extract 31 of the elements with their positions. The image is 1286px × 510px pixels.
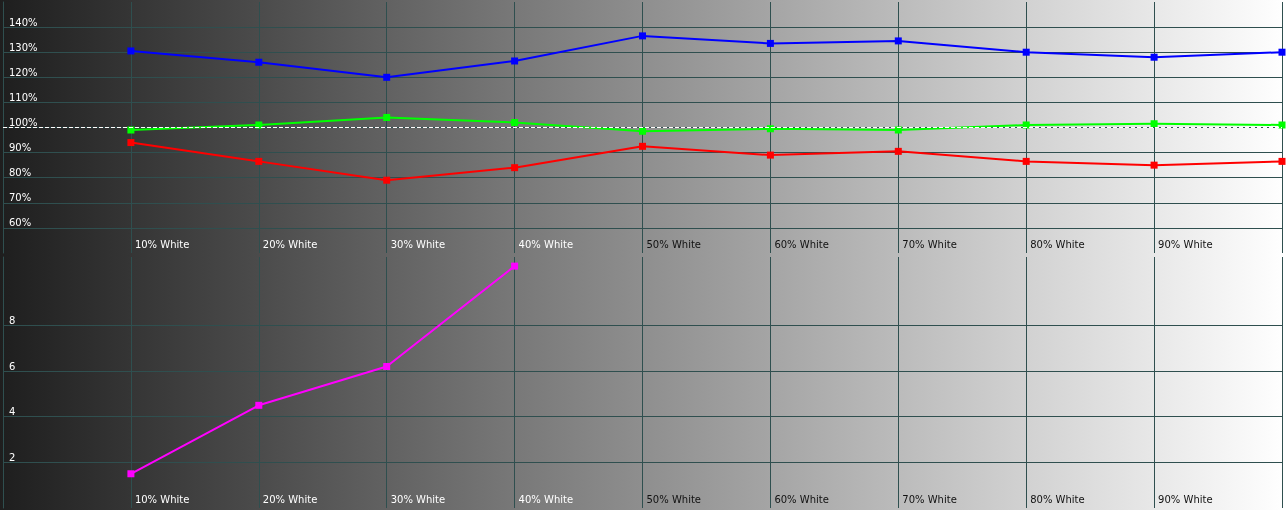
x-tick-label: 60% White	[774, 493, 829, 505]
y-tick-label: 80%	[9, 167, 32, 179]
y-tick-label: 70%	[9, 192, 32, 204]
x-tick-label: 80% White	[1030, 493, 1085, 505]
y-tick-label: 60%	[9, 217, 32, 229]
y-tick-label: 4	[9, 406, 16, 418]
y-tick-label: 120%	[9, 66, 38, 78]
x-tick-label: 40% White	[518, 238, 574, 250]
x-tick-label: 10% White	[134, 493, 190, 505]
y-tick-label: 140%	[9, 16, 38, 28]
y-tick-label: 110%	[9, 91, 38, 103]
y-tick-label: 8	[9, 314, 16, 326]
y-tick-label: 100%	[9, 117, 38, 128]
x-tick-label: 70% White	[902, 238, 957, 250]
x-tick-label: 10% White	[134, 238, 190, 250]
x-tick-label: 90% White	[1158, 238, 1213, 250]
y-tick-label: 2	[9, 451, 16, 463]
x-tick-label: 90% White	[1158, 493, 1213, 505]
x-tick-label: 30% White	[390, 493, 446, 505]
x-tick-label: 50% White	[646, 493, 701, 505]
x-tick-label: 20% White	[262, 493, 318, 505]
x-tick-label: 50% White	[646, 238, 701, 250]
x-tick-label: 60% White	[774, 238, 829, 250]
y-tick-label: 6	[9, 360, 16, 372]
x-tick-label: 70% White	[902, 493, 957, 505]
x-tick-label: 30% White	[390, 238, 446, 250]
x-tick-label: 40% White	[518, 493, 574, 505]
y-tick-label: 130%	[9, 41, 38, 53]
y-tick-label: 90%	[9, 142, 32, 154]
x-tick-label: 80% White	[1030, 238, 1085, 250]
x-tick-label: 20% White	[262, 238, 318, 250]
